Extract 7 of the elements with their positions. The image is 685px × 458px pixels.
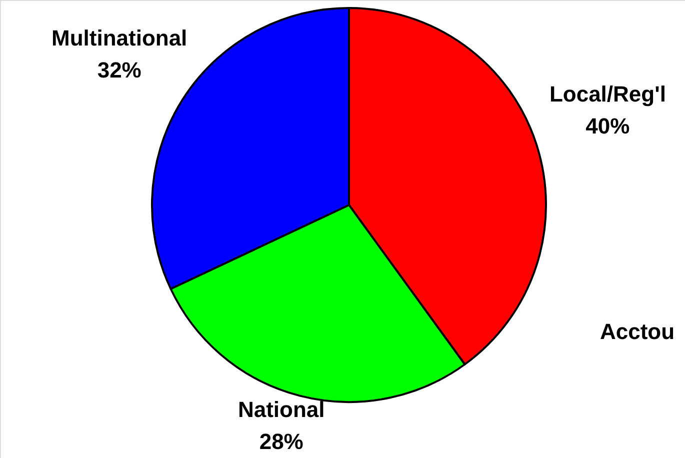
slice-label: Local/Reg'l xyxy=(549,82,666,107)
data-label: 40% xyxy=(586,114,630,139)
slice-label: Multinational xyxy=(52,26,188,51)
data-label: 32% xyxy=(97,58,142,83)
data-label: 28% xyxy=(259,429,304,454)
text: Acctou xyxy=(600,319,675,344)
slice-label: National xyxy=(238,397,325,422)
